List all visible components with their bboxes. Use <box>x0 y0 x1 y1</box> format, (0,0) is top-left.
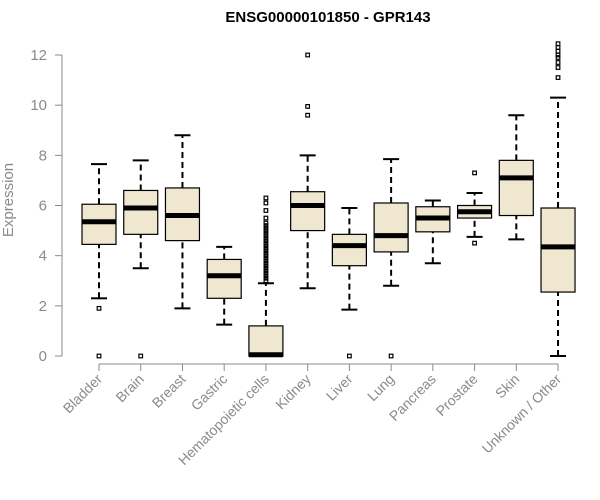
outlier-point <box>555 75 561 80</box>
outlier-point <box>472 170 477 176</box>
x-tick-label: Prostate <box>433 371 481 419</box>
box-iqr <box>373 202 409 253</box>
y-tick-label: 0 <box>39 348 47 365</box>
outlier-point <box>263 233 269 239</box>
outlier-point <box>263 248 269 254</box>
box-group <box>540 41 576 357</box>
box-group <box>164 134 201 310</box>
outlier-point <box>555 55 561 60</box>
box-group <box>290 52 326 290</box>
box-group <box>456 170 493 246</box>
outlier-point <box>388 353 394 359</box>
outlier-point <box>263 228 269 233</box>
outlier-point <box>263 230 269 236</box>
y-tick-label: 8 <box>39 147 47 164</box>
outlier-point <box>263 260 269 266</box>
box-group <box>415 199 451 265</box>
outlier-point <box>263 235 269 241</box>
outlier-point <box>263 245 269 251</box>
box-iqr <box>123 189 159 235</box>
outlier-point <box>305 104 311 109</box>
outlier-point <box>263 200 269 206</box>
box-group <box>123 159 159 359</box>
y-tick-label: 2 <box>39 298 47 315</box>
x-tick-label: Lung <box>364 371 397 404</box>
outlier-point <box>555 65 561 70</box>
outlier-point <box>138 353 144 359</box>
box-group <box>81 163 117 359</box>
x-tick-label: Bladder <box>60 371 106 417</box>
outlier-point <box>555 48 561 54</box>
outlier-point <box>555 60 561 65</box>
x-tick-label: Breast <box>149 371 189 411</box>
box-group <box>248 195 284 358</box>
box-iqr <box>248 325 284 357</box>
y-tick-label: 6 <box>39 198 47 215</box>
box-iqr <box>81 203 117 245</box>
outlier-point <box>263 273 269 279</box>
boxes-layer <box>81 41 576 359</box>
outlier-point <box>263 258 269 264</box>
outlier-point <box>305 52 311 58</box>
outlier-point <box>555 41 561 47</box>
outlier-point <box>263 263 269 269</box>
y-tick-label: 10 <box>30 97 47 114</box>
x-tick-label: Liver <box>323 371 356 404</box>
outlier-point <box>305 112 311 118</box>
chart-title: ENSG00000101850 - GPR143 <box>225 9 430 26</box>
box-group <box>373 158 409 359</box>
outlier-point <box>96 353 102 359</box>
outlier-point <box>263 278 269 284</box>
y-tick-label: 4 <box>39 248 47 265</box>
outlier-point <box>472 240 477 246</box>
outlier-point <box>346 353 352 359</box>
outlier-point <box>263 195 269 201</box>
outlier-point <box>263 220 269 226</box>
box-iqr <box>290 191 326 232</box>
x-tick-label: Brain <box>112 371 146 405</box>
box-iqr <box>206 258 242 299</box>
y-axis: 0 2 4 6 8 10 12 <box>30 47 63 365</box>
outlier-point <box>263 243 269 249</box>
box-group <box>331 207 367 359</box>
outlier-point <box>263 255 269 261</box>
outlier-point <box>263 208 269 213</box>
outlier-point <box>263 238 269 244</box>
outlier-point <box>263 275 269 281</box>
x-tick-label: Skin <box>492 371 523 402</box>
box-group <box>498 114 534 241</box>
outlier-point <box>555 45 561 50</box>
outlier-point <box>263 270 269 276</box>
outlier-point <box>263 253 269 259</box>
outlier-point <box>263 240 269 246</box>
outlier-point <box>263 225 269 231</box>
outlier-point <box>263 223 269 228</box>
outlier-point <box>96 305 102 311</box>
x-tick-label: Kidney <box>272 371 314 413</box>
box-iqr <box>540 207 576 293</box>
outlier-point <box>263 265 269 271</box>
y-tick-label: 12 <box>30 47 47 64</box>
box-iqr <box>331 233 367 267</box>
outlier-point <box>555 52 561 58</box>
y-axis-label: Expression <box>0 163 17 237</box>
outlier-point <box>263 215 269 221</box>
box-group <box>206 245 242 326</box>
outlier-point <box>263 268 269 274</box>
outlier-point <box>263 250 269 256</box>
x-tick-label: Unknown / Other <box>479 371 565 457</box>
box-iqr <box>498 159 534 217</box>
